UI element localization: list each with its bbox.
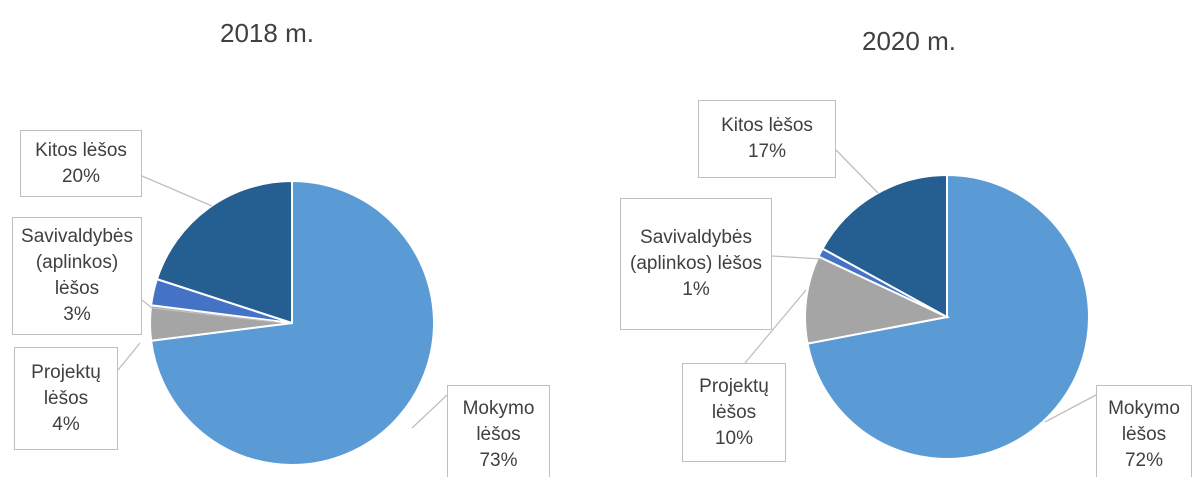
label-value: 3% bbox=[63, 304, 91, 325]
label-value: 4% bbox=[52, 413, 80, 435]
data-label: Mokymo lėšos 72% bbox=[1096, 385, 1192, 477]
data-label: Kitos lėšos 20% bbox=[20, 130, 142, 197]
pie-slice bbox=[155, 179, 293, 325]
data-label: Projektų lėšos 10% bbox=[682, 363, 786, 462]
leader-line bbox=[771, 255, 823, 260]
label-value: 73% bbox=[479, 450, 518, 471]
label-category: Projektų lėšos bbox=[699, 375, 769, 423]
label-category: Projektų lėšos bbox=[31, 361, 101, 409]
leader-line bbox=[141, 175, 213, 207]
label-category: Mokymo lėšos bbox=[462, 398, 535, 445]
label-category: Savivaldybės (aplinkos) lėšos bbox=[630, 227, 762, 274]
pie-slice bbox=[821, 173, 948, 319]
chart-title: 2018 m. bbox=[220, 18, 314, 48]
data-label: Kitos lėšos 17% bbox=[698, 100, 836, 178]
leader-line bbox=[835, 149, 879, 194]
leader-line bbox=[744, 289, 807, 364]
leader-line bbox=[1044, 394, 1097, 423]
label-value: 1% bbox=[682, 279, 710, 300]
label-category: Savivaldybės (aplinkos) lėšos bbox=[21, 226, 133, 299]
label-category: Mokymo lėšos bbox=[1108, 398, 1180, 445]
data-label: Mokymo lėšos 73% bbox=[447, 385, 550, 477]
label-value: 20% bbox=[61, 165, 101, 187]
data-label: Savivaldybės (aplinkos) lėšos 3% bbox=[12, 217, 142, 335]
leader-line bbox=[411, 394, 448, 429]
leader-line bbox=[117, 342, 141, 371]
label-value: 10% bbox=[714, 427, 754, 449]
leader-line bbox=[141, 299, 276, 323]
label-category: Kitos lėšos bbox=[35, 139, 127, 161]
data-label: Savivaldybės (aplinkos) lėšos 1% bbox=[620, 198, 772, 330]
data-label: Projektų lėšos 4% bbox=[14, 347, 118, 450]
label-value: 72% bbox=[1124, 450, 1164, 471]
chart-title: 2020 m. bbox=[862, 26, 956, 56]
label-category: Kitos lėšos bbox=[721, 115, 813, 136]
label-value: 17% bbox=[747, 141, 787, 162]
